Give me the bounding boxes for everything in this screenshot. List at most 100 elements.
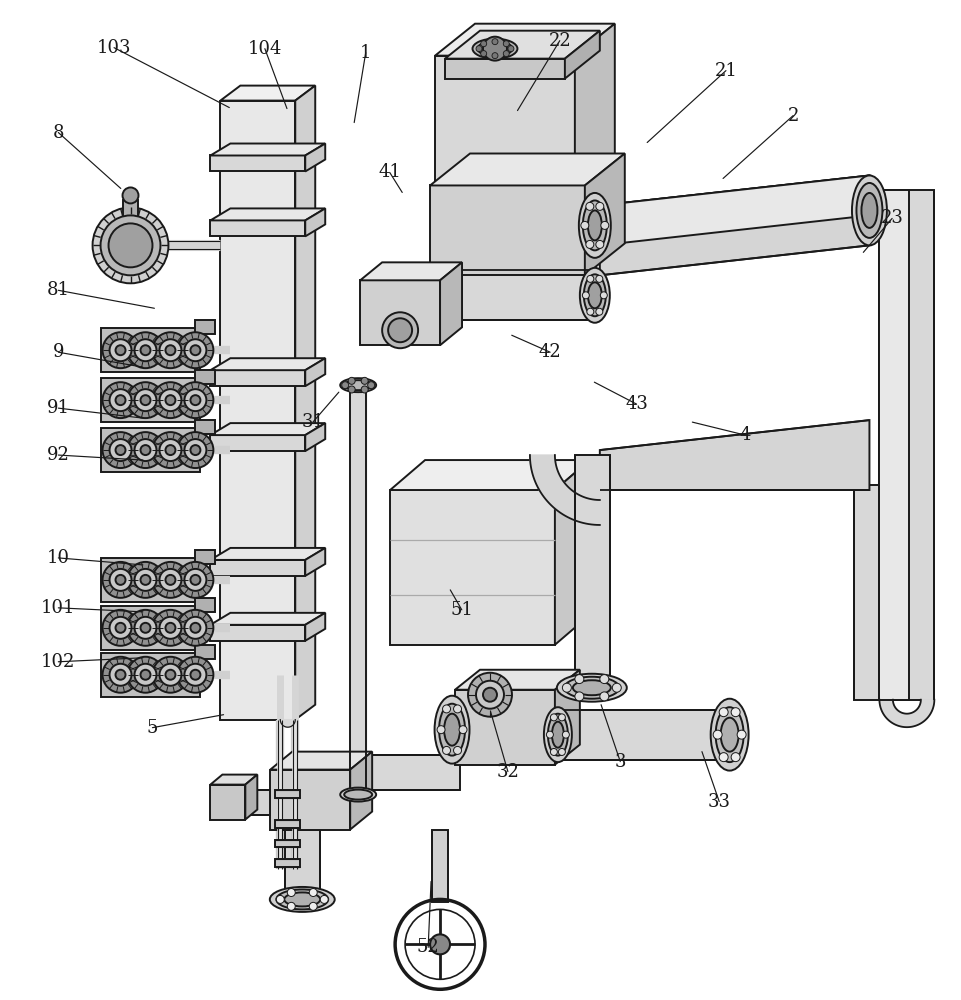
Polygon shape xyxy=(210,370,305,386)
Circle shape xyxy=(730,708,739,717)
Circle shape xyxy=(92,207,168,283)
Text: 103: 103 xyxy=(97,39,131,57)
Circle shape xyxy=(736,730,746,739)
Polygon shape xyxy=(600,175,869,245)
Polygon shape xyxy=(554,710,728,760)
Circle shape xyxy=(152,610,188,646)
Circle shape xyxy=(165,395,175,405)
Circle shape xyxy=(585,240,593,248)
Ellipse shape xyxy=(564,677,619,699)
Ellipse shape xyxy=(572,680,610,695)
Circle shape xyxy=(442,705,450,713)
Polygon shape xyxy=(434,24,614,56)
Text: 22: 22 xyxy=(548,32,571,50)
Ellipse shape xyxy=(438,704,464,756)
Circle shape xyxy=(712,730,722,739)
Circle shape xyxy=(581,292,589,299)
Ellipse shape xyxy=(477,41,512,56)
Circle shape xyxy=(546,731,553,738)
Polygon shape xyxy=(210,155,305,171)
Polygon shape xyxy=(554,460,589,645)
Text: 41: 41 xyxy=(378,163,401,181)
Polygon shape xyxy=(210,613,325,625)
Ellipse shape xyxy=(556,674,627,702)
Circle shape xyxy=(458,726,466,734)
Polygon shape xyxy=(600,420,869,490)
Ellipse shape xyxy=(579,268,609,323)
Circle shape xyxy=(110,569,132,591)
Circle shape xyxy=(595,308,603,315)
Circle shape xyxy=(601,221,608,229)
Circle shape xyxy=(185,389,207,411)
Circle shape xyxy=(442,746,450,754)
Ellipse shape xyxy=(552,722,563,748)
Circle shape xyxy=(135,339,157,361)
Bar xyxy=(275,790,300,798)
Circle shape xyxy=(287,902,295,910)
Bar xyxy=(275,840,300,847)
Circle shape xyxy=(190,623,200,633)
Bar xyxy=(275,820,300,828)
Circle shape xyxy=(562,683,571,692)
Circle shape xyxy=(177,382,213,418)
Text: 9: 9 xyxy=(53,343,64,361)
Circle shape xyxy=(103,610,138,646)
Circle shape xyxy=(160,439,182,461)
Circle shape xyxy=(476,681,504,709)
Circle shape xyxy=(595,202,604,210)
Circle shape xyxy=(110,389,132,411)
Circle shape xyxy=(110,664,132,686)
Polygon shape xyxy=(210,548,325,560)
Circle shape xyxy=(348,386,355,393)
Polygon shape xyxy=(305,144,325,171)
Circle shape xyxy=(360,377,368,384)
Circle shape xyxy=(730,753,739,762)
Ellipse shape xyxy=(340,378,376,392)
Ellipse shape xyxy=(444,714,459,746)
Circle shape xyxy=(491,39,498,45)
Text: 1: 1 xyxy=(359,44,371,62)
Circle shape xyxy=(101,215,160,275)
Polygon shape xyxy=(455,690,554,765)
Circle shape xyxy=(165,345,175,355)
Text: 31: 31 xyxy=(301,413,324,431)
Polygon shape xyxy=(305,548,325,576)
Ellipse shape xyxy=(851,175,886,245)
Polygon shape xyxy=(220,101,295,720)
Circle shape xyxy=(586,308,593,315)
Ellipse shape xyxy=(587,282,602,308)
Circle shape xyxy=(160,339,182,361)
Ellipse shape xyxy=(472,39,517,59)
Bar xyxy=(275,859,300,867)
Circle shape xyxy=(480,51,486,57)
Polygon shape xyxy=(430,270,600,320)
Circle shape xyxy=(600,675,608,684)
Circle shape xyxy=(160,569,182,591)
Circle shape xyxy=(503,51,508,57)
Text: 81: 81 xyxy=(47,281,70,299)
Polygon shape xyxy=(101,328,200,372)
Polygon shape xyxy=(210,625,305,641)
Bar xyxy=(122,200,138,225)
Circle shape xyxy=(491,53,498,59)
Polygon shape xyxy=(280,720,295,727)
Circle shape xyxy=(110,617,132,639)
Polygon shape xyxy=(210,358,325,370)
Circle shape xyxy=(185,439,207,461)
Circle shape xyxy=(185,664,207,686)
Circle shape xyxy=(550,748,556,755)
Circle shape xyxy=(115,445,125,455)
Polygon shape xyxy=(270,752,372,770)
Ellipse shape xyxy=(583,274,605,316)
Circle shape xyxy=(160,389,182,411)
Ellipse shape xyxy=(269,887,334,912)
Circle shape xyxy=(719,753,727,762)
Polygon shape xyxy=(210,208,325,220)
Circle shape xyxy=(165,623,175,633)
Ellipse shape xyxy=(579,193,610,258)
Polygon shape xyxy=(878,190,933,700)
Text: 52: 52 xyxy=(416,938,439,956)
Circle shape xyxy=(276,895,284,903)
Circle shape xyxy=(103,332,138,368)
Circle shape xyxy=(140,670,150,680)
